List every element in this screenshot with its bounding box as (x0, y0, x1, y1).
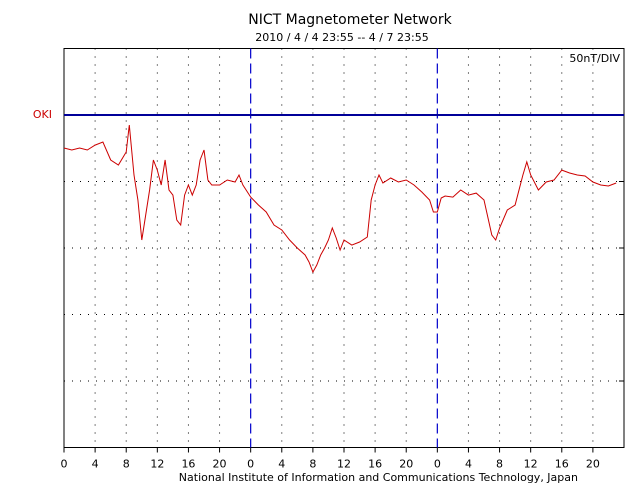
x-tick-label: 8 (309, 458, 316, 471)
x-tick-label: 12 (524, 458, 538, 471)
x-tick-label: 4 (92, 458, 99, 471)
x-tick-label: 20 (213, 458, 227, 471)
x-tick-label: 20 (586, 458, 600, 471)
footer: National Institute of Information and Co… (179, 471, 578, 484)
x-tick-label: 16 (555, 458, 569, 471)
x-tick-label: 4 (278, 458, 285, 471)
x-tick-label: 4 (465, 458, 472, 471)
x-tick-label: 12 (150, 458, 164, 471)
x-tick-label: 0 (434, 458, 441, 471)
chart-subtitle: 2010 / 4 / 4 23:55 -- 4 / 7 23:55 (255, 31, 428, 44)
chart-title: NICT Magnetometer Network (248, 12, 452, 28)
x-tick-label: 8 (496, 458, 503, 471)
x-tick-label: 0 (61, 458, 68, 471)
scale-label: 50nT/DIV (569, 52, 620, 65)
x-tick-label: 16 (181, 458, 195, 471)
x-tick-label: 8 (123, 458, 130, 471)
x-tick-label: 12 (337, 458, 351, 471)
trace (63, 124, 617, 274)
x-tick-label: 20 (399, 458, 413, 471)
station-label: OKI (33, 108, 52, 121)
x-tick-label: 16 (368, 458, 382, 471)
x-tick-label: 0 (247, 458, 254, 471)
